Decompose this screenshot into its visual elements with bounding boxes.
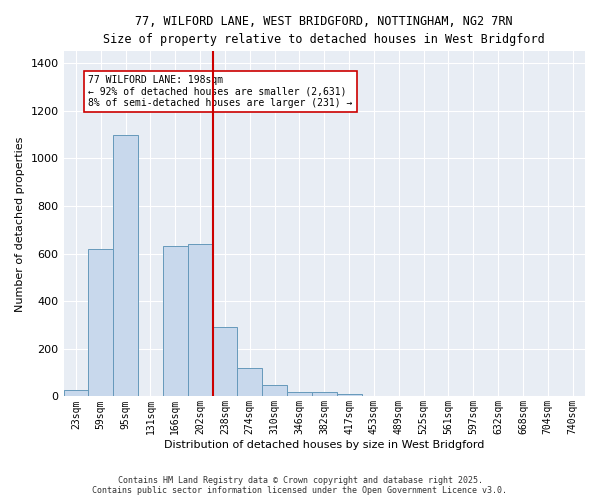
Bar xyxy=(212,328,238,396)
Bar xyxy=(262,384,287,396)
Bar xyxy=(113,134,138,396)
Bar xyxy=(64,390,88,396)
Bar xyxy=(188,244,212,396)
Text: Contains HM Land Registry data © Crown copyright and database right 2025.
Contai: Contains HM Land Registry data © Crown c… xyxy=(92,476,508,495)
Bar xyxy=(88,249,113,396)
Bar xyxy=(337,394,362,396)
Title: 77, WILFORD LANE, WEST BRIDGFORD, NOTTINGHAM, NG2 7RN
Size of property relative : 77, WILFORD LANE, WEST BRIDGFORD, NOTTIN… xyxy=(103,15,545,46)
Bar xyxy=(238,368,262,396)
X-axis label: Distribution of detached houses by size in West Bridgford: Distribution of detached houses by size … xyxy=(164,440,484,450)
Bar xyxy=(287,392,312,396)
Bar xyxy=(312,392,337,396)
Y-axis label: Number of detached properties: Number of detached properties xyxy=(15,136,25,312)
Text: 77 WILFORD LANE: 198sqm
← 92% of detached houses are smaller (2,631)
8% of semi-: 77 WILFORD LANE: 198sqm ← 92% of detache… xyxy=(88,75,353,108)
Bar xyxy=(163,246,188,396)
